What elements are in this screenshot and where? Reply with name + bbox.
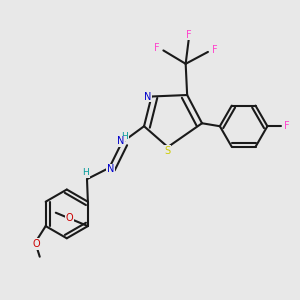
Text: N: N — [118, 136, 125, 146]
Text: F: F — [212, 44, 217, 55]
Text: H: H — [82, 168, 89, 177]
Text: F: F — [284, 121, 290, 131]
Text: N: N — [144, 92, 152, 101]
Text: O: O — [66, 213, 73, 223]
Text: F: F — [186, 30, 191, 40]
Text: S: S — [165, 146, 171, 156]
Text: N: N — [107, 164, 115, 174]
Text: H: H — [122, 131, 128, 140]
Text: F: F — [154, 43, 160, 53]
Text: O: O — [32, 239, 40, 249]
